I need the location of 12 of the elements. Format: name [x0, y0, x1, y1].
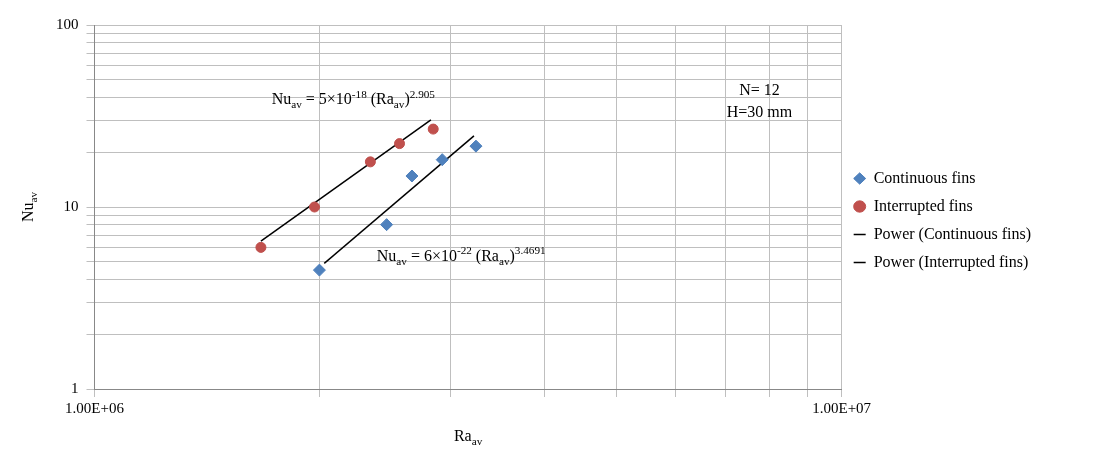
annotation: H=30 mm — [726, 103, 793, 120]
y-tick-label: 1 — [71, 379, 79, 396]
legend-label: Continuous fins — [873, 168, 976, 186]
y-tick-label: 10 — [63, 197, 79, 214]
legend-label: Power (Interrupted fins) — [873, 252, 1029, 271]
y-axis-title: Nuav — [18, 191, 39, 223]
y-tick-label: 100 — [56, 15, 79, 32]
legend-label: Power (Continuous fins) — [873, 224, 1031, 243]
legend-label: Interrupted fins — [873, 196, 973, 215]
x-tick-label: 1.00E+06 — [65, 399, 125, 416]
annotation: N= 12 — [739, 81, 780, 98]
x-tick-label: 1.00E+07 — [812, 399, 872, 416]
